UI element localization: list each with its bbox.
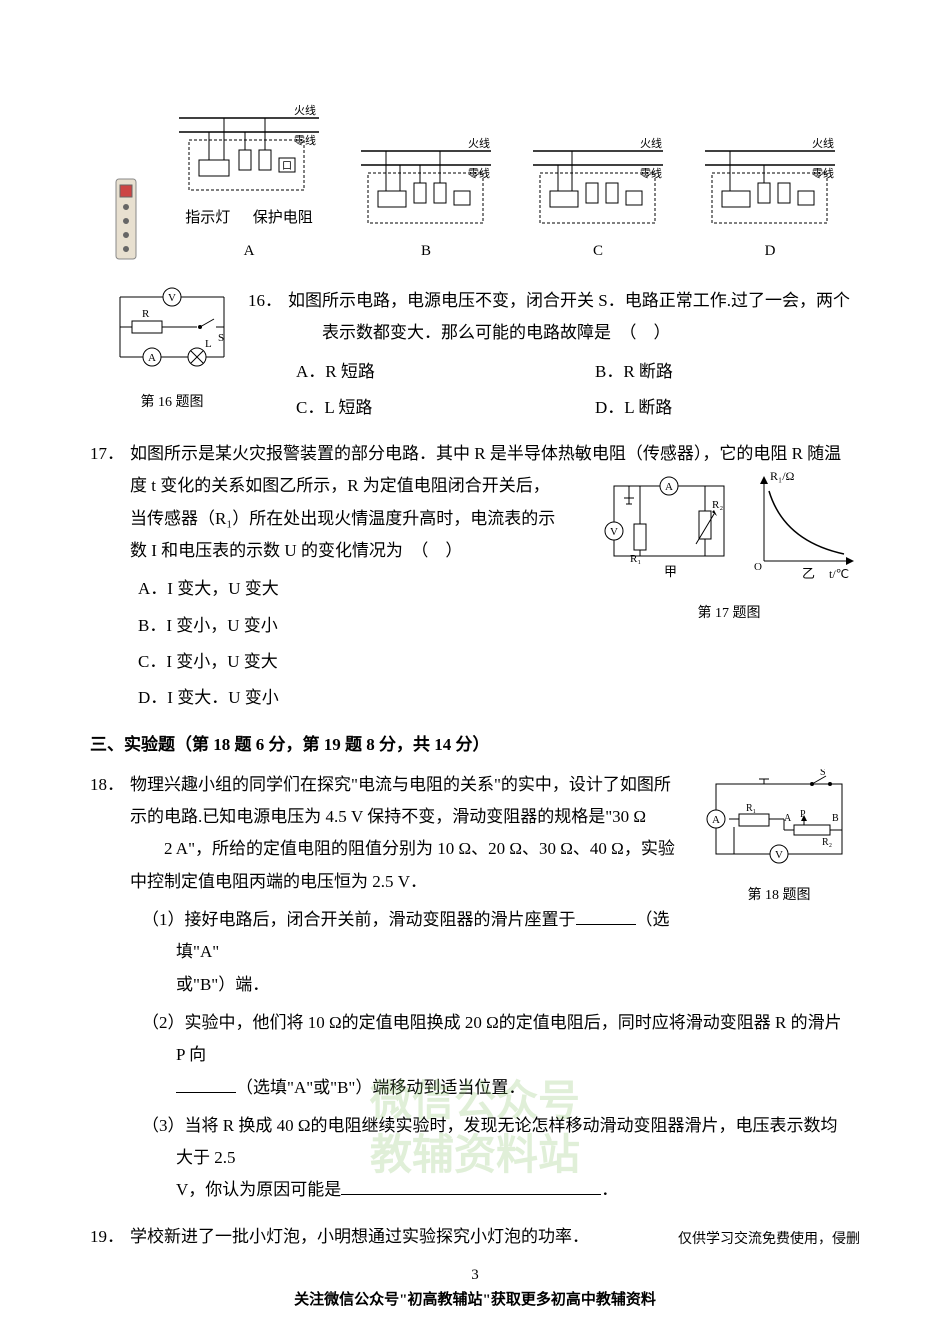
svg-text:火线: 火线 [812, 136, 834, 150]
q16-line1: 如图所示电路，电源电压不变，闭合开关 S．电路正常工作.过了一会，两个 [288, 285, 854, 317]
diagram-a-sublabel-1: 指示灯 [185, 204, 230, 233]
circuit-d-svg: 火线 零线 [700, 133, 840, 233]
svg-text:火线: 火线 [294, 103, 316, 117]
svg-text:口: 口 [282, 161, 292, 172]
footer-note: 仅供学习交流免费使用，侵删 [678, 1227, 860, 1254]
q18-sub1c: 或"B"）端． [176, 969, 854, 1001]
q16-circuit-svg: V R S A L [102, 285, 242, 375]
q17-circuit-svg: A V R₁ R₂ 甲 [604, 466, 854, 586]
svg-text:A: A [712, 814, 720, 826]
svg-text:B: B [832, 813, 839, 824]
q17-caption: 第 17 题图 [604, 601, 854, 628]
q17-number: 17． [90, 438, 124, 714]
q18-sub3a: （3）当将 R 换成 40 Ω的电阻继续实验时，发现无论怎样移动滑动变阻器滑片，… [142, 1116, 837, 1167]
footer-line: 关注微信公众号"初高教辅站"获取更多初高中教辅资料 [294, 1286, 656, 1315]
svg-text:S: S [820, 769, 826, 778]
circuit-options-row: 火线 零线 口 指示灯 保护电阻 A 火线 零线 [90, 100, 860, 265]
svg-text:P: P [800, 809, 806, 820]
q17-option-b: B．I 变小，U 变小 [138, 610, 592, 642]
svg-text:火线: 火线 [640, 136, 662, 150]
circuit-option-a: 火线 零线 口 指示灯 保护电阻 A [174, 100, 324, 265]
svg-text:R₂: R₂ [712, 499, 723, 511]
svg-text:R₁: R₁ [746, 803, 756, 814]
diagram-a-label: A [244, 237, 255, 266]
blank-input[interactable] [576, 908, 636, 925]
q18-sub1a: （1）接好电路后，闭合开关前，滑动变阻器的滑片座置于 [142, 910, 576, 929]
svg-text:甲: 甲 [664, 564, 677, 579]
diagram-c-label: C [593, 237, 603, 266]
q17-line1: 如图所示是某火灾报警装置的部分电路．其中 R 是半导体热敏电阻（传感器），它的电… [130, 438, 854, 470]
q18-figure: S A R₁ A P B R₂ V [704, 769, 854, 910]
switch-device [110, 175, 142, 265]
diagram-b-label: B [421, 237, 431, 266]
svg-text:R₂: R₂ [822, 837, 832, 848]
svg-text:L: L [205, 338, 212, 350]
circuit-option-d: 火线 零线 D [700, 133, 840, 266]
svg-text:V: V [775, 849, 783, 861]
q18-sub2: （2）实验中，他们将 10 Ω的定值电阻换成 20 Ω的定值电阻后，同时应将滑动… [142, 1007, 854, 1104]
q18-sub1: （1）接好电路后，闭合开关前，滑动变阻器的滑片座置于（选填"A" 或"B"）端． [142, 904, 854, 1001]
power-strip-icon [110, 175, 142, 265]
blank-input[interactable] [341, 1178, 601, 1195]
svg-text:R₁/Ω: R₁/Ω [770, 469, 795, 483]
q16-option-b: B．R 断路 [595, 356, 854, 388]
q18-sub3: （3）当将 R 换成 40 Ω的电阻继续实验时，发现无论怎样移动滑动变阻器滑片，… [142, 1110, 854, 1207]
circuit-b-svg: 火线 零线 [356, 133, 496, 233]
svg-text:乙: 乙 [802, 566, 815, 581]
circuit-a-svg: 火线 零线 口 [174, 100, 324, 200]
svg-text:t/℃: t/℃ [829, 567, 849, 581]
q18-sub2b: （选填"A"或"B"）端移动到适当位置． [236, 1078, 525, 1097]
q17-figure: A V R₁ R₂ 甲 [604, 466, 854, 627]
q19-number: 19． [90, 1221, 124, 1253]
question-18: 18． S A R₁ [90, 769, 860, 1207]
q18-sub3c: ． [601, 1180, 618, 1199]
svg-text:A: A [784, 813, 792, 824]
q17-option-a: A．I 变大，U 变大 [138, 573, 592, 605]
svg-text:火线: 火线 [468, 136, 490, 150]
svg-text:V: V [168, 292, 176, 304]
svg-text:O: O [754, 561, 762, 573]
svg-text:S: S [218, 332, 224, 344]
circuit-option-c: 火线 零线 C [528, 133, 668, 266]
svg-text:A: A [665, 481, 673, 493]
question-16: V R S A L 第 16 题图 16． 如图所示电路，电源电压不变， [90, 285, 860, 424]
circuit-c-svg: 火线 零线 [528, 133, 668, 233]
q18-caption: 第 18 题图 [704, 883, 854, 910]
q16-number: 16． [248, 285, 282, 424]
q18-sub3b: V，你认为原因可能是 [176, 1180, 341, 1199]
q18-circuit-svg: S A R₁ A P B R₂ V [704, 769, 854, 869]
diagram-d-label: D [765, 237, 776, 266]
svg-text:零线: 零线 [294, 133, 316, 147]
q18-number: 18． [90, 769, 124, 1207]
q16-line2: 表示数都变大．那么可能的电路故障是 （ ） [288, 317, 854, 349]
q16-figure: V R S A L 第 16 题图 [102, 285, 242, 424]
q16-option-d: D．L 断路 [595, 392, 854, 424]
q17-option-c: C．I 变小，U 变大 [138, 646, 592, 678]
circuit-option-b: 火线 零线 B [356, 133, 496, 266]
svg-text:A: A [148, 352, 156, 364]
q18-sub2a: （2）实验中，他们将 10 Ω的定值电阻换成 20 Ω的定值电阻后，同时应将滑动… [142, 1013, 842, 1064]
blank-input[interactable] [176, 1076, 236, 1093]
q17-option-d: D．I 变大．U 变小 [138, 682, 592, 714]
q16-caption: 第 16 题图 [102, 390, 242, 417]
svg-text:R: R [142, 308, 150, 320]
question-17: 17． 如图所示是某火灾报警装置的部分电路．其中 R 是半导体热敏电阻（传感器）… [90, 438, 860, 714]
q16-option-c: C．L 短路 [296, 392, 555, 424]
section-3-heading: 三、实验题（第 18 题 6 分，第 19 题 8 分，共 14 分） [90, 729, 860, 761]
svg-text:V: V [610, 526, 618, 538]
q16-option-a: A．R 短路 [296, 356, 555, 388]
diagram-a-sublabel-2: 保护电阻 [253, 204, 313, 233]
